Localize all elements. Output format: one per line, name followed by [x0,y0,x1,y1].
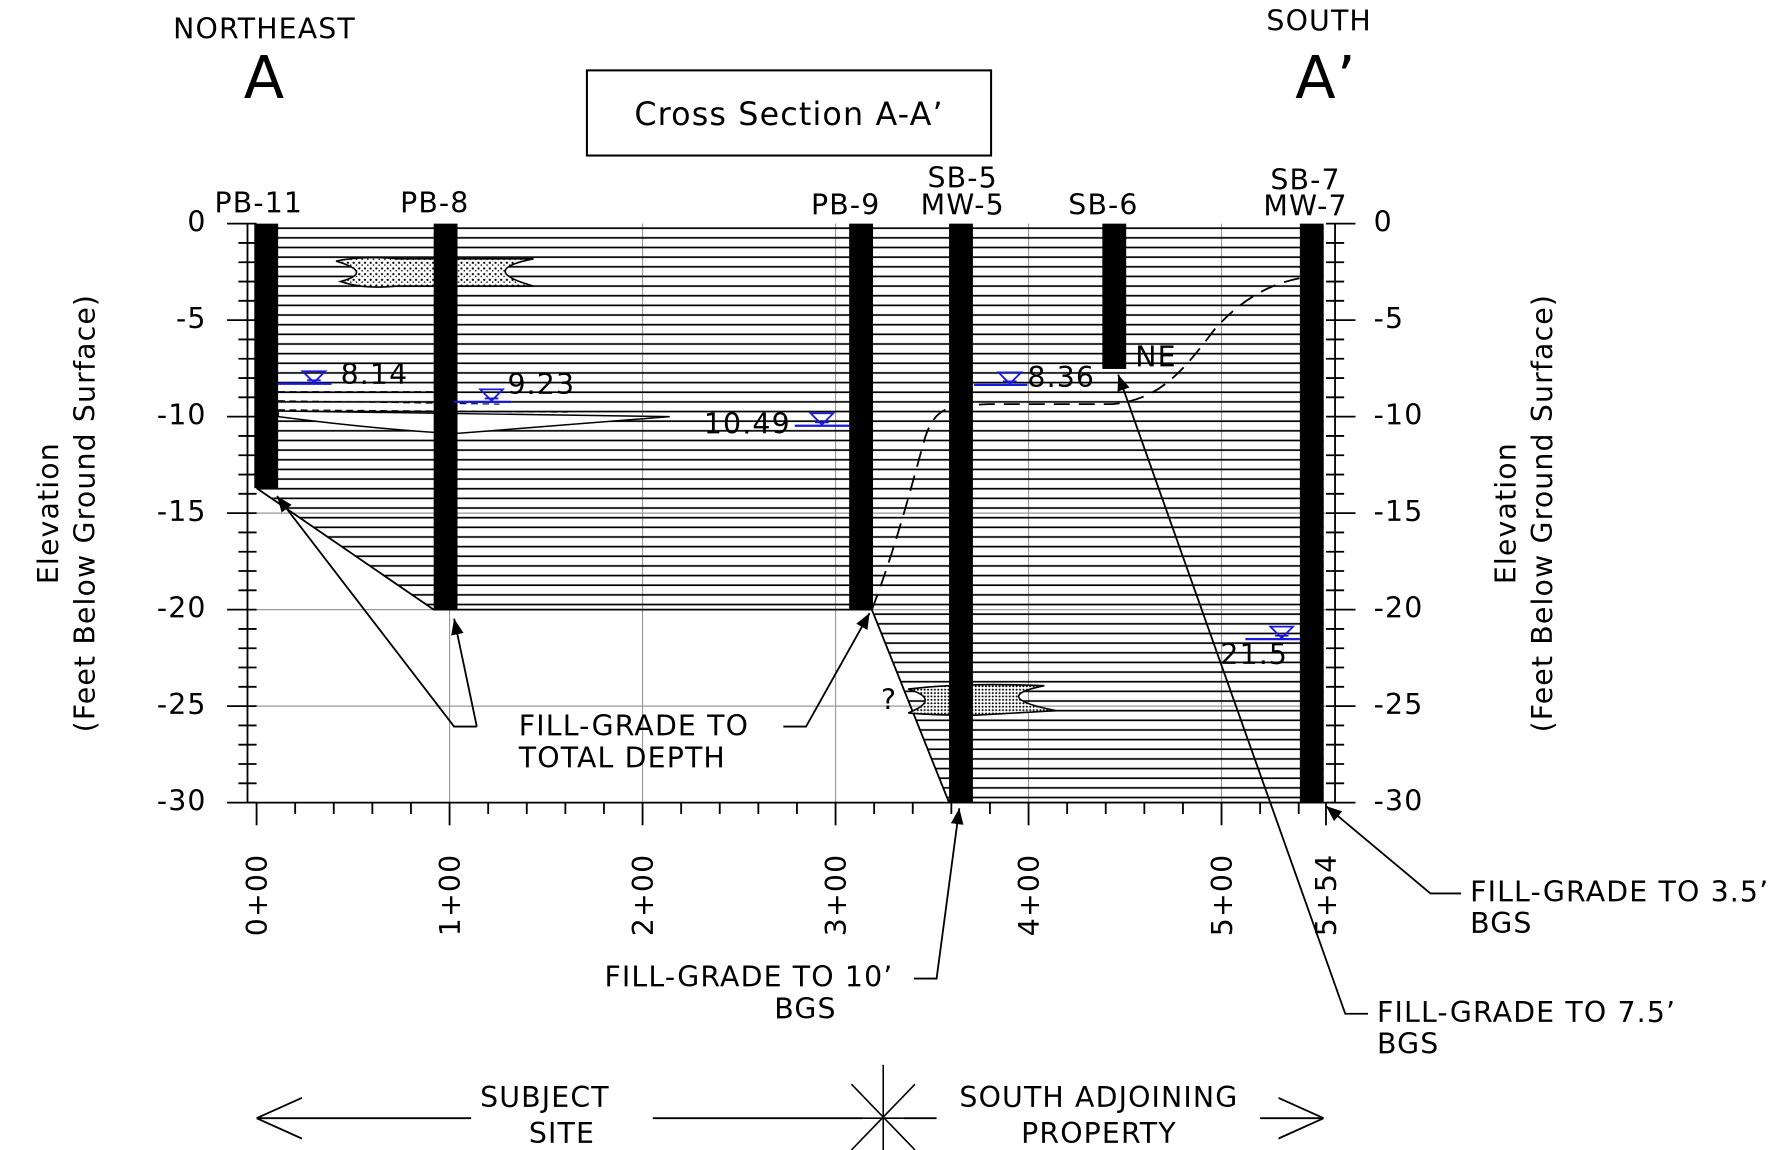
boring [949,224,973,803]
water-level-label: 21.5 [1220,638,1288,671]
boring [1300,224,1324,803]
cross-section: PB-11PB-8PB-9SB-5MW-5SB-6SB-7MW-700-5-5-… [0,0,1771,1150]
leader [914,808,959,978]
boring-label: PB-11 [215,186,304,219]
elevation-tick-label: -5 [1374,302,1405,335]
footer-label: SOUTH ADJOINING [959,1081,1238,1114]
boring-label: PB-8 [400,186,469,219]
boring-label: MW-5 [921,189,1005,222]
axis-title: Elevation [32,442,65,584]
station-tick-label: 2+00 [627,854,660,936]
elevation-tick-label: -20 [157,592,207,625]
water-level-label: 9.23 [507,368,575,401]
annotation: BGS [1470,907,1532,940]
annotation: FILL-GRADE TO 3.5’ [1470,875,1769,908]
elevation-tick-label: -10 [157,399,207,432]
elevation-tick-label: -20 [1374,592,1424,625]
axis-title: (Feet Below Ground Surface) [1526,294,1559,733]
water-level-label: 8.36 [1027,361,1095,394]
leader [783,613,869,727]
annotation: BGS [774,992,836,1025]
section-marker: A [244,43,286,112]
annotation: TOTAL DEPTH [518,741,726,774]
elevation-tick-label: -30 [157,785,207,818]
title: Cross Section A-A’ [634,97,943,133]
water-level-label: 8.14 [341,358,409,391]
footer-label: PROPERTY [1021,1117,1177,1150]
boring [434,224,458,610]
annotation: FILL-GRADE TO 10’ [604,961,893,994]
station-tick-label: 4+00 [1013,854,1046,936]
footer-label: SITE [529,1117,595,1150]
elevation-tick-label: -10 [1374,399,1424,432]
annotation: FILL-GRADE TO 7.5’ [1377,996,1676,1029]
direction-label: SOUTH [1266,5,1371,38]
elevation-tick-label: -25 [1374,688,1424,721]
boring [849,224,873,610]
section-marker: A’ [1295,43,1356,112]
direction-label: NORTHEAST [173,13,356,46]
note: ? [881,684,897,717]
elevation-tick-label: 0 [1374,206,1393,239]
axis-title: Elevation [1490,442,1523,584]
fill-zone [257,224,1324,803]
axis-title: (Feet Below Ground Surface) [68,294,101,733]
elevation-tick-label: -15 [1374,495,1424,528]
station-tick-label: 5+00 [1206,854,1239,936]
elevation-tick-label: -30 [1374,785,1424,818]
elevation-tick-label: -5 [176,302,207,335]
water-level-label: 10.49 [704,408,791,441]
note: NE [1135,341,1176,374]
boring-label: PB-9 [811,189,880,222]
boring-label: SB-6 [1068,189,1138,222]
boring [254,224,278,489]
boring-label: MW-7 [1263,190,1347,223]
elevation-tick-label: -15 [157,495,207,528]
boring [1102,224,1126,369]
footer-label: SUBJECT [480,1081,610,1114]
annotation: FILL-GRADE TO [519,710,749,743]
leader [1326,806,1461,893]
station-tick-label: 3+00 [820,854,853,936]
leader [454,619,477,727]
elevation-tick-label: -25 [157,688,207,721]
annotation: BGS [1377,1028,1439,1061]
boundary-mark [851,1065,915,1150]
station-tick-label: 1+00 [434,854,467,936]
elevation-tick-label: 0 [187,206,206,239]
station-tick-label: 0+00 [241,854,274,936]
station-tick-label: 5+54 [1310,854,1343,936]
